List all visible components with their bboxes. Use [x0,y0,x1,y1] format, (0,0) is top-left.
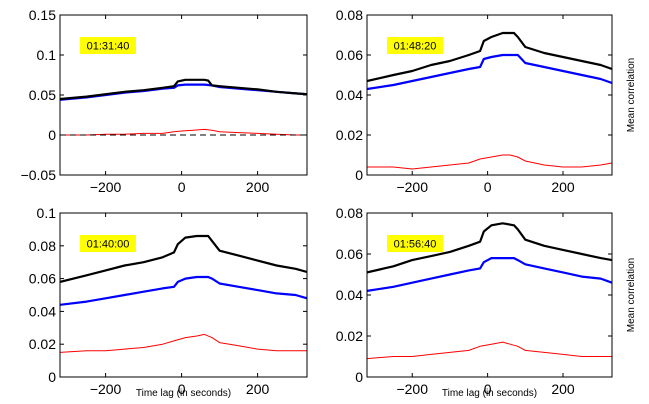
y-tick-label: 0 [48,127,56,143]
x-tick-label: 0 [178,381,186,397]
y-tick-label: 0.15 [29,7,56,23]
chart-panel-2: 0 0.02 0.04 0.06 0.08 −200 0 200 01:48:20 Mean co… [336,7,637,195]
y-tick-label: 0.02 [29,336,56,352]
x-tick-label: 200 [246,179,270,195]
y-tick-label: 0.06 [336,246,363,262]
timestamp-badge [80,37,136,54]
y-tick-label: 0.06 [336,47,363,63]
series-line-2 [367,257,612,292]
x-tick-label: −200 [396,179,428,195]
axes-frame [59,212,308,378]
x-tick-label: 200 [551,381,575,397]
series-line-1 [60,78,307,101]
y-tick-label: 0.08 [336,7,363,23]
series-line-2 [60,83,307,101]
x-tick-label: −200 [90,179,122,195]
y-tick-label: 0.04 [29,303,56,319]
y-tick-label: 0.08 [29,238,56,254]
y-tick-label: 0.02 [336,127,363,143]
series-line-3 [367,341,612,360]
x-tick-label: −200 [90,381,122,397]
y-tick-label: 0 [355,167,363,183]
series-line-3 [60,333,307,353]
y-tick-label: 0.04 [336,287,363,303]
chart-panel-3: 0 0.02 0.04 0.06 0.08 0.1 −200 0 200 01:40:00 Time… [29,205,308,399]
timestamp-badge [80,235,136,252]
y-axis-label: Mean correlation [626,258,637,332]
timestamp-label: 01:40:00 [87,239,130,251]
series-line-1 [367,31,612,83]
x-tick-label: 0 [484,179,492,195]
timestamp-label: 01:56:40 [394,239,437,251]
timestamp-badge [387,235,443,252]
y-tick-label: 0.02 [336,328,363,344]
x-axis-label: Time lag (in seconds) [442,388,537,399]
series-line-2 [60,275,307,306]
x-tick-label: 0 [484,381,492,397]
y-tick-label: 0.04 [336,87,363,103]
x-tick-label: 200 [551,179,575,195]
y-tick-label: 0.05 [29,87,56,103]
y-axis-label: Mean correlation [626,58,637,132]
timestamp-label: 01:31:40 [87,41,130,53]
y-tick-label: −0.05 [21,167,57,183]
y-tick-label: 0.1 [37,205,57,221]
timestamp-badge [387,37,443,54]
x-tick-label: −200 [396,381,428,397]
y-tick-label: 0.08 [336,205,363,221]
series-line-3 [367,154,612,170]
y-tick-label: 0 [48,369,56,385]
x-tick-label: 0 [178,179,186,195]
series-line-2 [367,53,612,91]
chart-panel-1: −0.05 0 0.05 0.1 0.15 −200 0 200 01:31:40 [21,7,308,195]
series-line-3 [60,128,307,136]
x-tick-label: 200 [246,381,270,397]
series-line-1 [367,222,612,274]
chart-panel-4: 0 0.02 0.04 0.06 0.08 −200 0 200 01:56:40 Mean co… [336,205,637,399]
y-tick-label: 0.06 [29,271,56,287]
series-line-1 [60,234,307,283]
x-axis-label: Time lag (in seconds) [136,388,231,399]
timestamp-label: 01:48:20 [394,41,437,53]
y-tick-label: 0.1 [37,47,57,63]
y-tick-label: 0 [355,369,363,385]
